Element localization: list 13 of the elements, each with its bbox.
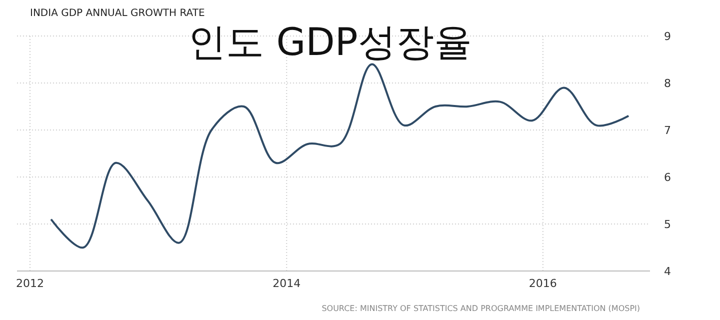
y-tick-label: 6 bbox=[664, 170, 671, 184]
chart-subtitle: 인도 GDP성장율 bbox=[188, 20, 472, 64]
chart-title: INDIA GDP ANNUAL GROWTH RATE bbox=[30, 8, 205, 19]
y-tick-label: 9 bbox=[664, 30, 671, 43]
x-tick-label: 2016 bbox=[528, 277, 557, 290]
y-tick-label: 4 bbox=[664, 264, 671, 278]
y-tick-label: 7 bbox=[664, 124, 671, 137]
line-series bbox=[50, 63, 630, 248]
x-tick-label: 2012 bbox=[16, 277, 44, 290]
x-tick-label: 2014 bbox=[272, 277, 301, 290]
y-tick-label: 5 bbox=[664, 218, 671, 231]
y-tick-label: 8 bbox=[664, 76, 671, 90]
source-note: SOURCE: MINISTRY OF STATISTICS AND PROGRAMME IMPLEMENTATION (MOSPI) bbox=[322, 304, 640, 313]
